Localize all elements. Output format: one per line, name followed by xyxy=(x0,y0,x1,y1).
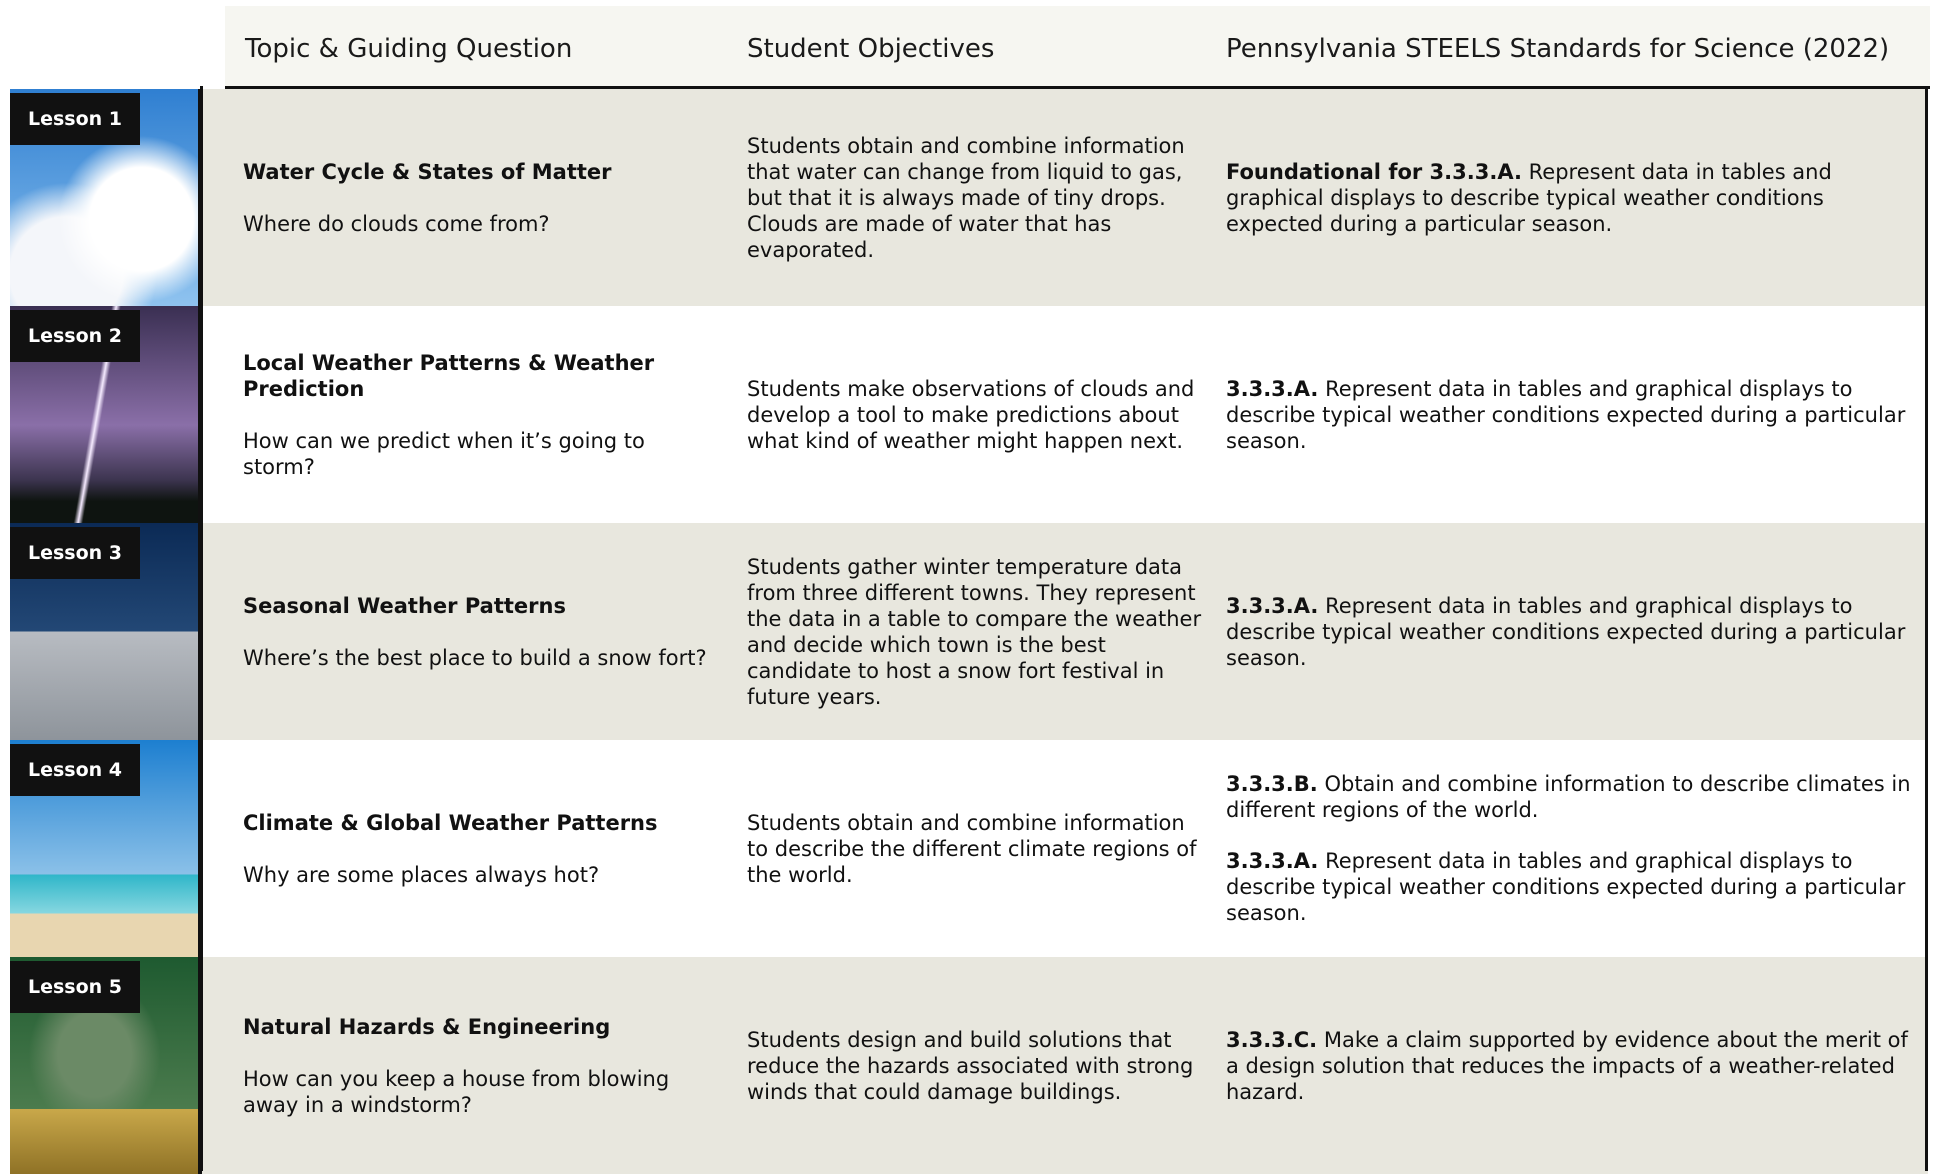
standard: Foundational for 3.3.3.A. Represent data… xyxy=(1226,159,1926,237)
lesson-row: Lesson 2 Local Weather Patterns & Weather… xyxy=(10,306,1928,523)
standard-code: 3.3.3.A. xyxy=(1226,593,1319,618)
topic-title: Climate & Global Weather Patterns xyxy=(243,810,658,835)
standard: 3.3.3.B. Obtain and combine information … xyxy=(1226,771,1926,823)
column-heading: Pennsylvania STEELS Standards for Scienc… xyxy=(1226,34,1890,64)
guiding-question: Where’s the best place to build a snow f… xyxy=(243,645,707,670)
lesson-label: Lesson 2 xyxy=(10,310,141,362)
standards-cell: 3.3.3.B. Obtain and combine information … xyxy=(1226,740,1926,957)
guiding-question: How can you keep a house from blowing aw… xyxy=(243,1066,670,1117)
lesson-row: Lesson 3 Seasonal Weather Patterns Where’s… xyxy=(10,523,1928,740)
objectives: Students gather winter temperature data … xyxy=(747,554,1202,709)
objectives: Students make observations of clouds and… xyxy=(747,376,1195,453)
standard-code: 3.3.3.C. xyxy=(1226,1027,1318,1052)
objectives: Students design and build solutions that… xyxy=(747,1027,1194,1104)
topic-title: Seasonal Weather Patterns xyxy=(243,593,566,618)
standard: 3.3.3.C. Make a claim supported by evide… xyxy=(1226,1027,1926,1105)
lesson-image: Lesson 3 xyxy=(10,523,202,740)
lesson-image: Lesson 1 xyxy=(10,89,202,306)
lesson-label: Lesson 4 xyxy=(10,744,141,796)
standard: 3.3.3.A. Represent data in tables and gr… xyxy=(1226,848,1926,926)
lesson-row: Lesson 4 Climate & Global Weather Pattern… xyxy=(10,740,1928,957)
lesson-label: Lesson 5 xyxy=(10,961,141,1013)
standards-cell: 3.3.3.A. Represent data in tables and gr… xyxy=(1226,306,1926,523)
lesson-label: Lesson 1 xyxy=(10,93,141,145)
topic-cell: Local Weather Patterns & Weather Predict… xyxy=(243,306,723,523)
standard-text: Represent data in tables and graphical d… xyxy=(1226,376,1906,453)
objectives-cell: Students obtain and combine information … xyxy=(747,740,1207,957)
standards-cell: 3.3.3.A. Represent data in tables and gr… xyxy=(1226,523,1926,740)
objectives: Students obtain and combine information … xyxy=(747,810,1197,887)
standards-cell: 3.3.3.C. Make a claim supported by evide… xyxy=(1226,957,1926,1174)
standard-text: Make a claim supported by evidence about… xyxy=(1226,1027,1908,1104)
topic-cell: Natural Hazards & Engineering How can you… xyxy=(243,957,723,1174)
objectives-cell: Students obtain and combine information … xyxy=(747,89,1207,306)
objectives: Students obtain and combine information … xyxy=(747,133,1185,262)
table-header: Topic & Guiding Question Student Objecti… xyxy=(225,6,1930,89)
objectives-cell: Students gather winter temperature data … xyxy=(747,523,1207,740)
standard-code: 3.3.3.A. xyxy=(1226,376,1319,401)
standard-text: Represent data in tables and graphical d… xyxy=(1226,593,1906,670)
standard-text: Represent data in tables and graphical d… xyxy=(1226,159,1832,236)
guiding-question: Why are some places always hot? xyxy=(243,862,600,887)
lesson-image: Lesson 2 xyxy=(10,306,202,523)
standard-code: 3.3.3.A. xyxy=(1226,849,1319,873)
standard-code: 3.3.3.B. xyxy=(1226,772,1318,796)
guiding-question: Where do clouds come from? xyxy=(243,211,550,236)
standard-text: Obtain and combine information to descri… xyxy=(1226,772,1911,822)
topic-title: Water Cycle & States of Matter xyxy=(243,159,612,184)
standard-text: Represent data in tables and graphical d… xyxy=(1226,849,1906,925)
standard: 3.3.3.A. Represent data in tables and gr… xyxy=(1226,376,1926,454)
topic-cell: Climate & Global Weather Patterns Why are… xyxy=(243,740,723,957)
column-heading: Student Objectives xyxy=(747,34,995,64)
objectives-cell: Students make observations of clouds and… xyxy=(747,306,1207,523)
standard-code: Foundational for 3.3.3.A. xyxy=(1226,159,1522,184)
standard: 3.3.3.A. Represent data in tables and gr… xyxy=(1226,593,1926,671)
lesson-row: Lesson 1 Water Cycle & States of Matter Wh… xyxy=(10,89,1928,306)
standards-cell: Foundational for 3.3.3.A. Represent data… xyxy=(1226,89,1926,306)
column-heading: Topic & Guiding Question xyxy=(245,34,573,64)
lesson-label: Lesson 3 xyxy=(10,527,141,579)
guiding-question: How can we predict when it’s going to st… xyxy=(243,428,645,479)
objectives-cell: Students design and build solutions that… xyxy=(747,957,1207,1174)
lesson-image: Lesson 5 xyxy=(10,957,202,1174)
lesson-row: Lesson 5 Natural Hazards & Engineering How… xyxy=(10,957,1928,1174)
topic-cell: Water Cycle & States of Matter Where do c… xyxy=(243,89,723,306)
topic-title: Local Weather Patterns & Weather Predict… xyxy=(243,350,655,401)
lesson-image: Lesson 4 xyxy=(10,740,202,957)
topic-cell: Seasonal Weather Patterns Where’s the bes… xyxy=(243,523,723,740)
topic-title: Natural Hazards & Engineering xyxy=(243,1014,611,1039)
